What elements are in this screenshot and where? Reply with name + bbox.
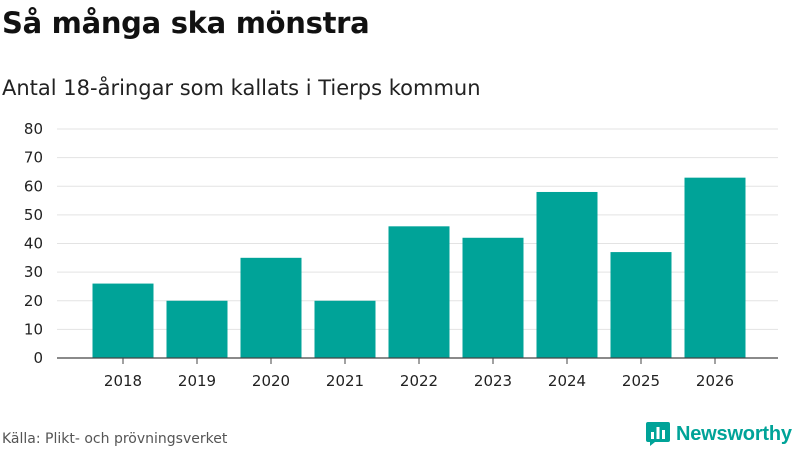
x-tick-label: 2024 [548, 372, 586, 390]
chart-title: Så många ska mönstra [2, 6, 370, 40]
bar-2025[interactable] [610, 252, 672, 358]
y-tick-label: 70 [24, 149, 43, 167]
bar-2024[interactable] [536, 191, 598, 358]
axes: 0 10 20 30 40 50 60 70 80 2018 2019 2020 2021 2022 202… [24, 120, 778, 390]
brand-logo[interactable]: Newsworthy [645, 420, 792, 448]
y-tick-label: 10 [24, 320, 43, 338]
x-tick-label: 2025 [622, 372, 660, 390]
y-tick-label: 30 [24, 263, 43, 281]
y-tick-label: 0 [33, 349, 43, 367]
x-tick-label: 2018 [104, 372, 142, 390]
bar-chart-logo-icon [646, 422, 670, 446]
y-tick-label: 60 [24, 177, 43, 195]
y-tick-label: 80 [24, 120, 43, 138]
x-tick-label: 2020 [252, 372, 290, 390]
bar-2019[interactable] [166, 300, 228, 358]
bar-2021[interactable] [314, 300, 376, 358]
chart-subtitle: Antal 18-åringar som kallats i Tierps ko… [2, 76, 481, 100]
y-tick-label: 20 [24, 292, 43, 310]
x-tick-label: 2023 [474, 372, 512, 390]
bar-2020[interactable] [240, 257, 302, 358]
bar-2022[interactable] [388, 226, 450, 358]
bar-2026[interactable] [684, 177, 746, 358]
x-tick-label: 2019 [178, 372, 216, 390]
x-tick-label: 2021 [326, 372, 364, 390]
y-tick-label: 50 [24, 206, 43, 224]
bars [92, 177, 746, 358]
brand-name: Newsworthy [676, 422, 792, 445]
y-tick-label: 40 [24, 235, 43, 253]
bar-2018[interactable] [92, 283, 154, 358]
source-note: Källa: Plikt- och prövningsverket [2, 431, 228, 447]
x-tick-label: 2026 [696, 372, 734, 390]
bar-2023[interactable] [462, 237, 524, 358]
x-tick-label: 2022 [400, 372, 438, 390]
